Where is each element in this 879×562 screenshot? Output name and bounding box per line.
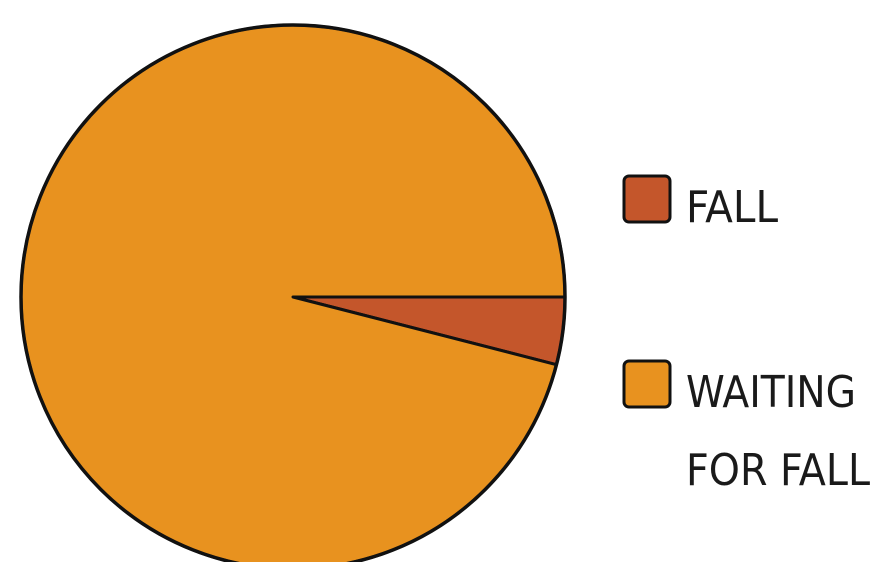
legend-label: WAITING bbox=[686, 367, 856, 418]
chart-legend: FALL WAITING FOR FALL bbox=[622, 174, 870, 496]
pie-slice-waiting-for-fall bbox=[19, 23, 567, 562]
legend-item-fall: FALL bbox=[622, 174, 778, 233]
pie-outline bbox=[19, 23, 567, 562]
legend-label: FOR FALL bbox=[686, 445, 870, 496]
legend-swatch bbox=[622, 359, 672, 409]
legend-label: FALL bbox=[686, 182, 778, 233]
legend-item-waiting-for-fall: WAITING FOR FALL bbox=[622, 359, 870, 496]
legend-swatch bbox=[622, 174, 672, 224]
pie-slices bbox=[19, 23, 567, 562]
